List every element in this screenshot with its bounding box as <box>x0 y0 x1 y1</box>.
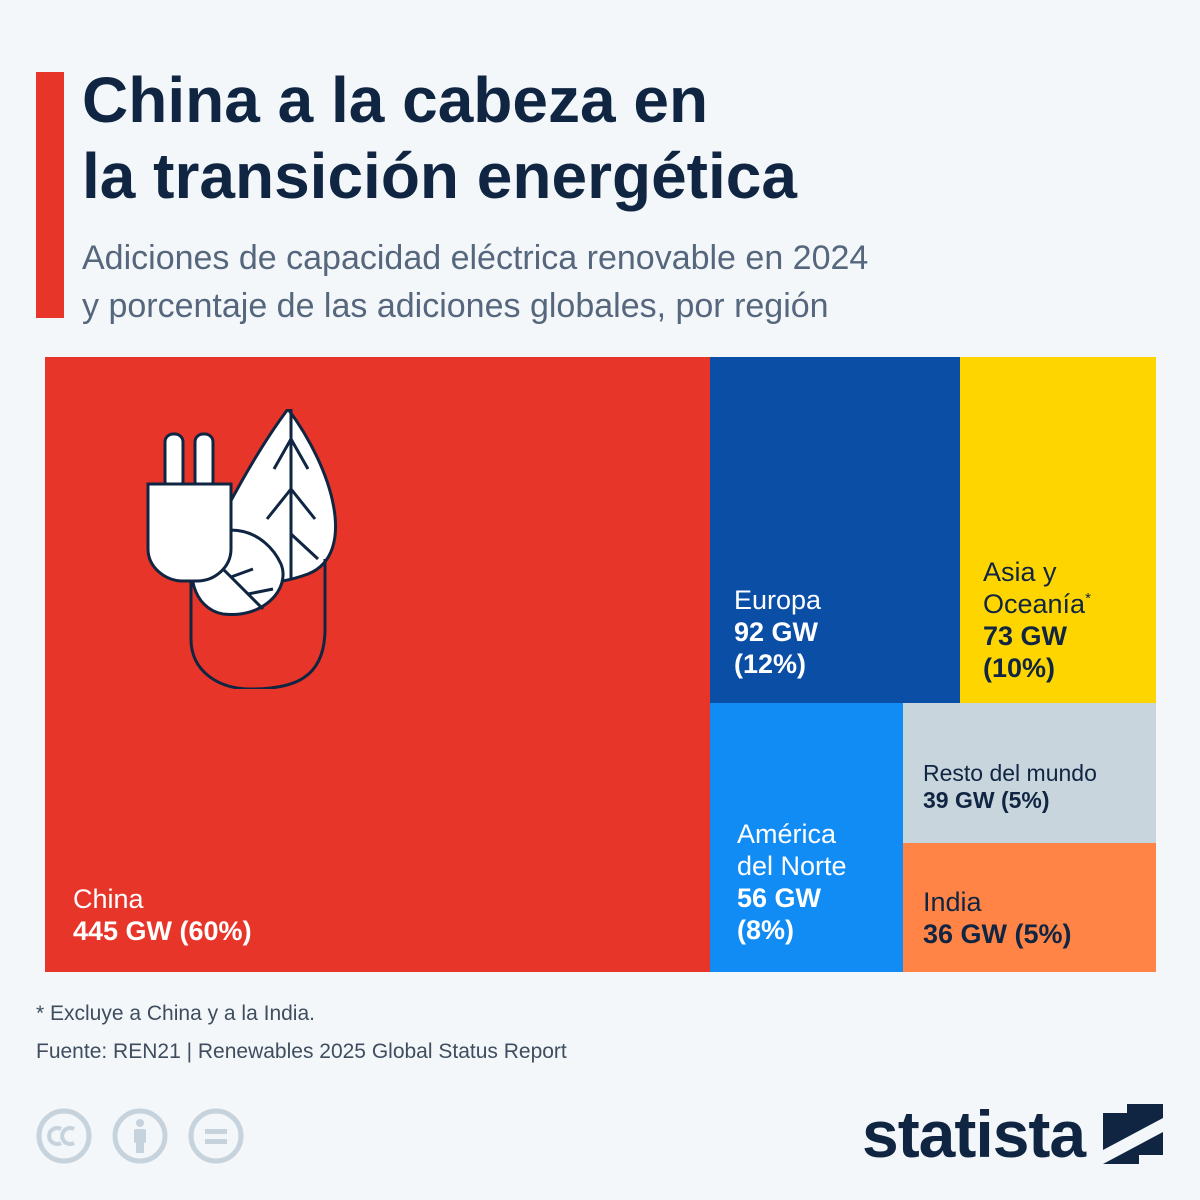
brand-name: statista <box>862 1097 1086 1171</box>
tile-china: China 445 GW (60%) <box>45 357 710 972</box>
region-value: 36 GW (5%) <box>923 918 1072 949</box>
region-value: 39 GW (5%) <box>923 787 1050 814</box>
cc-icon <box>36 1108 92 1164</box>
region-value: 445 GW (60%) <box>73 915 252 946</box>
tile-resto: Resto del mundo 39 GW (5%) <box>903 703 1156 843</box>
region-value: 92 GW (12%) <box>734 616 819 679</box>
tile-america: América del Norte 56 GW (8%) <box>710 703 903 972</box>
region-name: Asia y Oceanía* <box>983 557 1091 619</box>
no-derivatives-icon <box>188 1108 244 1164</box>
tile-label-america: América del Norte 56 GW (8%) <box>737 819 847 946</box>
tile-india: India 36 GW (5%) <box>903 843 1156 972</box>
tile-label-asia: Asia y Oceanía* 73 GW (10%) <box>983 557 1091 684</box>
tile-label-resto: Resto del mundo 39 GW (5%) <box>923 760 1097 814</box>
region-value: 73 GW (10%) <box>983 620 1068 683</box>
tile-label-europa: Europa 92 GW (12%) <box>734 585 821 681</box>
page-title: China a la cabeza en la transición energ… <box>82 64 797 212</box>
region-name: Europa <box>734 585 822 615</box>
tile-asia: Asia y Oceanía* 73 GW (10%) <box>960 357 1156 703</box>
attribution-icon <box>112 1108 168 1164</box>
footnote-mark: * <box>1085 589 1091 607</box>
tile-europa: Europa 92 GW (12%) <box>710 357 960 703</box>
tile-label-china: China 445 GW (60%) <box>73 884 252 948</box>
footnote: * Excluye a China y a la India. <box>36 1002 315 1025</box>
region-name: América del Norte <box>737 819 847 881</box>
plug-leaf-icon <box>146 409 338 689</box>
region-name: Resto del mundo <box>923 760 1097 786</box>
region-name: India <box>923 887 982 917</box>
statista-brand: statista <box>862 1094 1164 1174</box>
source-note: Fuente: REN21 | Renewables 2025 Global S… <box>36 1040 567 1063</box>
region-value: 56 GW (8%) <box>737 882 822 945</box>
page-subtitle: Adiciones de capacidad eléctrica renovab… <box>82 239 869 325</box>
tile-label-india: India 36 GW (5%) <box>923 887 1072 951</box>
statista-logo-icon <box>1103 1104 1164 1164</box>
region-name: China <box>73 884 144 914</box>
license-icons <box>36 1108 244 1164</box>
accent-bar <box>36 72 64 318</box>
